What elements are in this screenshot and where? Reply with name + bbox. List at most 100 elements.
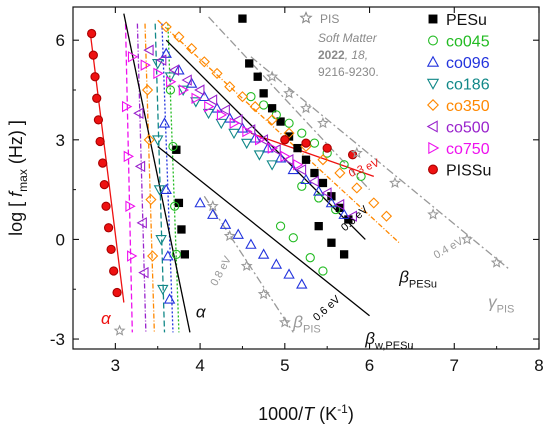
- fit-line: [161, 23, 174, 333]
- process-symbol: α: [196, 302, 207, 321]
- fit-line: [167, 23, 180, 333]
- y-tick-label: 0: [56, 230, 65, 249]
- reference-pages: 9216-9230.: [318, 65, 379, 79]
- legend-marker-co500: [426, 120, 438, 133]
- data-point-co045: [275, 221, 286, 231]
- data-point-pesu: [314, 221, 323, 231]
- data-point-co186: [228, 128, 240, 140]
- x-tick-label: 7: [450, 356, 459, 375]
- data-point-co350: [266, 114, 278, 126]
- data-point-pis: [278, 316, 291, 328]
- process-label: βw,PESu: [364, 329, 413, 352]
- data-point-pesu: [310, 168, 319, 178]
- x-tick-label: 5: [280, 356, 289, 375]
- data-point-co500: [346, 210, 357, 222]
- data-point-co096: [287, 163, 300, 175]
- data-point-pissu: [112, 287, 122, 298]
- x-tick-label: 4: [195, 356, 204, 375]
- data-point-co750: [153, 67, 164, 80]
- legend-label-co500: co500: [446, 120, 490, 137]
- data-point-co096: [163, 293, 176, 304]
- y-axis-title: log [ fmax (Hz) ]: [6, 120, 30, 236]
- data-point-pissu: [99, 180, 109, 190]
- y-axis-title-var: f: [6, 190, 26, 197]
- legend-label-co186: co186: [446, 77, 490, 94]
- data-point-co750: [267, 142, 279, 154]
- process-symbol: γ: [488, 292, 498, 311]
- data-point-pis: [283, 87, 295, 99]
- data-point-co350: [249, 101, 261, 113]
- data-point-co350: [173, 31, 185, 43]
- data-point-co045: [284, 118, 294, 128]
- series-pesu: [172, 14, 353, 259]
- data-point-co500: [134, 160, 146, 173]
- data-point-co096: [158, 117, 171, 128]
- data-point-co750: [204, 100, 215, 113]
- data-point-co045: [170, 201, 180, 211]
- reference-note: PIS Soft Matter 2022, 18, 9216-9230.: [299, 11, 379, 79]
- data-point-co186: [151, 135, 164, 146]
- data-point-co500: [308, 175, 319, 188]
- legend-label-co045: co045: [446, 34, 490, 51]
- data-point-co750: [191, 92, 202, 105]
- legend-marker-pesu: [428, 14, 438, 24]
- x-tick-label: 6: [365, 356, 374, 375]
- data-point-co186: [240, 138, 253, 150]
- data-point-co186: [266, 160, 278, 171]
- data-point-pissu: [98, 158, 108, 168]
- data-point-co350: [236, 91, 249, 103]
- data-point-co500: [257, 134, 269, 146]
- data-point-co096: [194, 196, 206, 208]
- data-point-co045: [305, 253, 315, 263]
- data-point-co186: [177, 85, 189, 96]
- data-point-pissu: [92, 93, 102, 103]
- data-point-co350: [145, 194, 157, 206]
- data-point-co350: [160, 21, 172, 33]
- data-point-co045: [318, 266, 328, 276]
- data-point-co045: [356, 171, 366, 181]
- data-point-co045: [246, 92, 256, 102]
- data-point-co350: [351, 182, 363, 194]
- data-point-co750: [166, 75, 177, 88]
- data-point-co350: [186, 42, 198, 55]
- data-point-co045: [339, 160, 349, 170]
- fit-line: [123, 13, 191, 333]
- process-symbol: β: [398, 268, 409, 287]
- data-point-co350: [380, 210, 393, 222]
- data-point-pis: [490, 256, 503, 268]
- data-point-pissu: [101, 201, 111, 211]
- x-axis-title-var: T: [303, 404, 316, 424]
- data-point-co500: [295, 163, 307, 176]
- data-point-co045: [309, 138, 320, 148]
- data-point-co350: [141, 84, 154, 96]
- process-symbol: β: [364, 329, 375, 348]
- plot-frame: [72, 6, 540, 350]
- data-point-pissu: [103, 223, 114, 233]
- data-points: [87, 14, 503, 336]
- x-axis-title-close: ): [348, 404, 354, 424]
- fit-line: [154, 23, 166, 333]
- data-point-co350: [224, 81, 236, 93]
- data-point-pissu: [322, 143, 332, 153]
- data-point-co750: [216, 109, 228, 121]
- process-subscript: PIS: [497, 303, 515, 315]
- data-point-co750: [293, 158, 304, 171]
- data-point-pis: [461, 233, 473, 245]
- data-point-co096: [312, 185, 325, 196]
- data-point-co186: [253, 150, 266, 161]
- data-point-co096: [283, 268, 295, 279]
- data-point-pis: [257, 287, 270, 300]
- data-point-co045: [314, 193, 324, 203]
- data-point-co350: [147, 250, 159, 262]
- data-point-pis: [427, 208, 440, 220]
- x-axis-title: 1000/T (K-1): [258, 402, 354, 424]
- data-point-pesu: [180, 250, 189, 259]
- data-point-co750: [125, 200, 136, 212]
- legend-marker-co045: [428, 35, 438, 46]
- data-point-co045: [171, 249, 181, 259]
- y-axis-title-sub: max: [16, 169, 30, 192]
- data-point-pis: [317, 116, 329, 129]
- y-axis-title-unit: (Hz) ]: [6, 120, 26, 169]
- process-label: α: [196, 302, 207, 321]
